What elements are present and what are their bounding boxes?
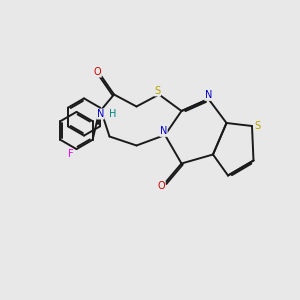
Text: N: N: [205, 90, 212, 100]
Text: O: O: [158, 181, 165, 191]
Text: N: N: [97, 109, 104, 119]
Text: S: S: [154, 86, 160, 96]
Text: N: N: [160, 126, 167, 136]
Text: S: S: [254, 121, 260, 131]
Text: O: O: [94, 67, 101, 77]
Text: F: F: [68, 149, 74, 160]
Text: H: H: [109, 109, 116, 119]
